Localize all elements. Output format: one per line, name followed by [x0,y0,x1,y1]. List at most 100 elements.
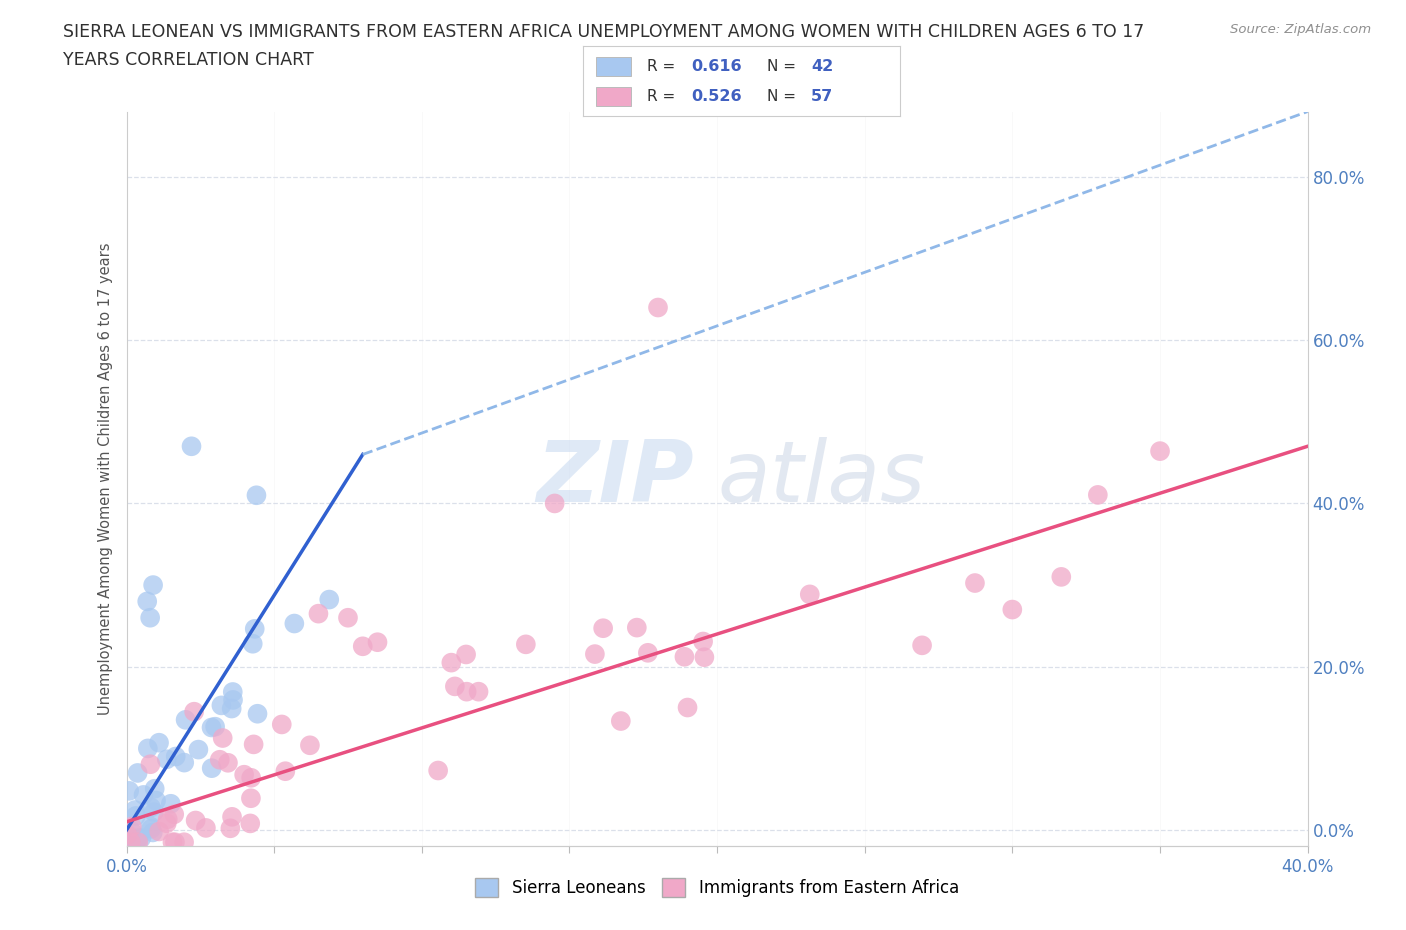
Point [337,610,360,625]
Point [125,808,148,823]
Point [121,824,143,839]
Text: Source: ZipAtlas.com: Source: ZipAtlas.com [1230,23,1371,36]
Point [270,717,292,732]
Point [128,830,150,845]
Point [184,813,207,828]
Point [515,637,537,652]
Point [115,827,138,842]
Point [143,781,166,796]
Point [208,752,231,767]
Point [456,684,478,699]
Y-axis label: Unemployment Among Women with Children Ages 6 to 17 years: Unemployment Among Women with Children A… [98,243,114,715]
Point [799,587,821,602]
Point [142,825,165,840]
Point [173,755,195,770]
Point [183,704,205,719]
Point [467,684,489,699]
Legend: Sierra Leoneans, Immigrants from Eastern Africa: Sierra Leoneans, Immigrants from Eastern… [468,871,966,904]
Point [240,770,263,785]
Text: N =: N = [768,59,801,73]
Point [201,761,224,776]
Point [246,706,269,721]
Point [136,741,159,756]
Point [427,764,450,778]
Point [209,698,232,712]
Point [142,578,165,592]
Point [242,636,264,651]
Text: YEARS CORRELATION CHART: YEARS CORRELATION CHART [63,51,314,69]
Point [243,621,266,636]
Point [148,824,170,839]
Point [118,783,141,798]
Point [456,647,478,662]
Point [647,300,669,315]
Point [298,737,321,752]
Point [139,800,162,815]
Point [129,830,153,845]
Point [180,439,202,454]
Point [139,818,162,833]
Point [139,610,162,625]
Point [693,650,716,665]
Point [162,835,184,850]
Point [1001,602,1024,617]
Point [239,790,262,805]
Point [156,751,179,766]
Point [308,606,330,621]
Point [127,835,149,850]
Point [592,620,614,635]
Point [174,712,197,727]
Point [117,830,139,845]
Point [141,821,163,836]
Point [1087,487,1109,502]
Point [142,804,165,819]
Point [173,835,195,850]
Point [444,679,467,694]
Point [165,749,187,764]
Point [145,793,167,808]
Point [127,765,149,780]
Point [242,737,264,751]
Point [221,809,243,824]
Point [283,616,305,631]
Point [194,820,217,835]
Point [148,736,170,751]
Point [692,634,714,649]
Point [233,767,256,782]
Point [274,764,297,778]
Point [132,788,155,803]
Point [118,830,141,845]
Point [318,592,340,607]
Point [673,649,696,664]
Point [610,713,633,728]
Point [211,731,233,746]
Point [204,719,226,734]
Point [136,594,159,609]
Point [440,656,463,671]
Text: 57: 57 [811,89,834,104]
Point [543,496,565,511]
Point [221,701,243,716]
Point [219,821,242,836]
Point [963,576,986,591]
Point [120,835,142,850]
Point [121,819,143,834]
Point [367,635,389,650]
Point [1149,444,1171,458]
Text: atlas: atlas [717,437,925,521]
Point [124,803,146,817]
Point [139,757,162,772]
Point [156,816,179,830]
Point [352,639,374,654]
Point [163,807,186,822]
Point [626,620,648,635]
Point [911,638,934,653]
Text: 42: 42 [811,59,834,73]
Point [200,720,222,735]
Point [160,796,183,811]
Point [187,742,209,757]
Point [222,684,245,699]
Point [676,700,699,715]
Text: N =: N = [768,89,801,104]
Point [637,645,659,660]
